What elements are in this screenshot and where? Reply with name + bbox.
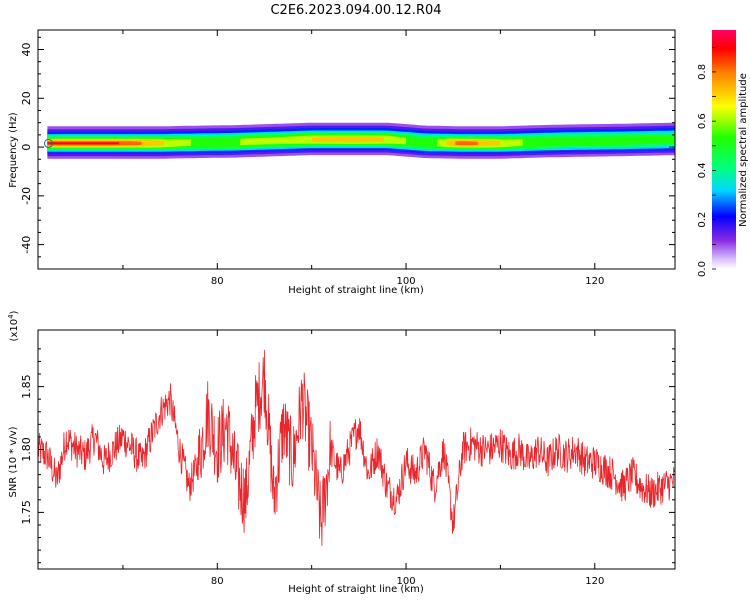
colorbar-scale xyxy=(712,30,736,269)
colorbar-tick-label: 0.6 xyxy=(697,113,708,129)
colorbar-tick-label: 0.4 xyxy=(697,162,708,178)
x-tick-label: 120 xyxy=(585,576,604,587)
snr-scale-label: (x104) xyxy=(7,310,20,341)
x-tick-label: 100 xyxy=(396,576,415,587)
colorbar-tick-label: 0.8 xyxy=(697,64,708,80)
heatmap-panel: 80 100 120 -40 -20 0 20 40 Height of straight l… xyxy=(8,29,676,296)
x-tick-label: 80 xyxy=(211,576,224,587)
y-tick-label: -40 xyxy=(20,236,33,254)
x-tick-label: 100 xyxy=(396,276,415,287)
colorbar-tick-label: 0.2 xyxy=(697,212,708,228)
x-tick-label: 120 xyxy=(585,276,604,287)
snr-ylabel: SNR (10 * v/v) xyxy=(8,426,19,497)
snr-xlabel: Height of straight line (km) xyxy=(288,584,424,595)
y-tick-label: 1.75 xyxy=(20,500,33,525)
heatmap-xlabel: Height of straight line (km) xyxy=(288,285,424,296)
snr-series-line xyxy=(38,349,675,547)
y-tick-label: 1.85 xyxy=(20,374,33,399)
heatmap-ticks: 80 100 120 -40 -20 0 20 40 xyxy=(20,30,675,287)
heatmap-band xyxy=(43,122,675,159)
colorbar-ticks: 0.0 0.2 0.4 0.6 0.8 xyxy=(697,46,716,277)
colorbar-tick-label: 0.0 xyxy=(697,261,708,277)
y-tick-label: 1.80 xyxy=(20,437,33,462)
y-tick-label: 0 xyxy=(20,144,33,151)
heatmap-contour xyxy=(455,141,478,146)
heatmap-contour xyxy=(47,142,120,145)
colorbar-label: Normalized spectral amplitude xyxy=(738,73,749,227)
y-tick-label: 20 xyxy=(20,91,33,105)
heatmap-ylabel: Frequency (Hz) xyxy=(8,112,19,188)
x-tick-label: 80 xyxy=(211,276,224,287)
y-tick-label: 40 xyxy=(20,43,33,57)
figure-title: C2E6.2023.094.00.12.R04 xyxy=(270,3,441,18)
y-tick-label: -20 xyxy=(20,187,33,205)
heatmap-contour xyxy=(311,137,384,143)
heatmap-start-marker xyxy=(43,138,53,148)
heatmap-frame xyxy=(37,29,676,270)
colorbar: 0.0 0.2 0.4 0.6 0.8 Normalized spectral ampl… xyxy=(697,30,749,277)
snr-panel: 80 100 120 1.75 1.80 1.85 Height of straight … xyxy=(7,310,676,595)
snr-ticks: 80 100 120 1.75 1.80 1.85 xyxy=(20,330,675,587)
